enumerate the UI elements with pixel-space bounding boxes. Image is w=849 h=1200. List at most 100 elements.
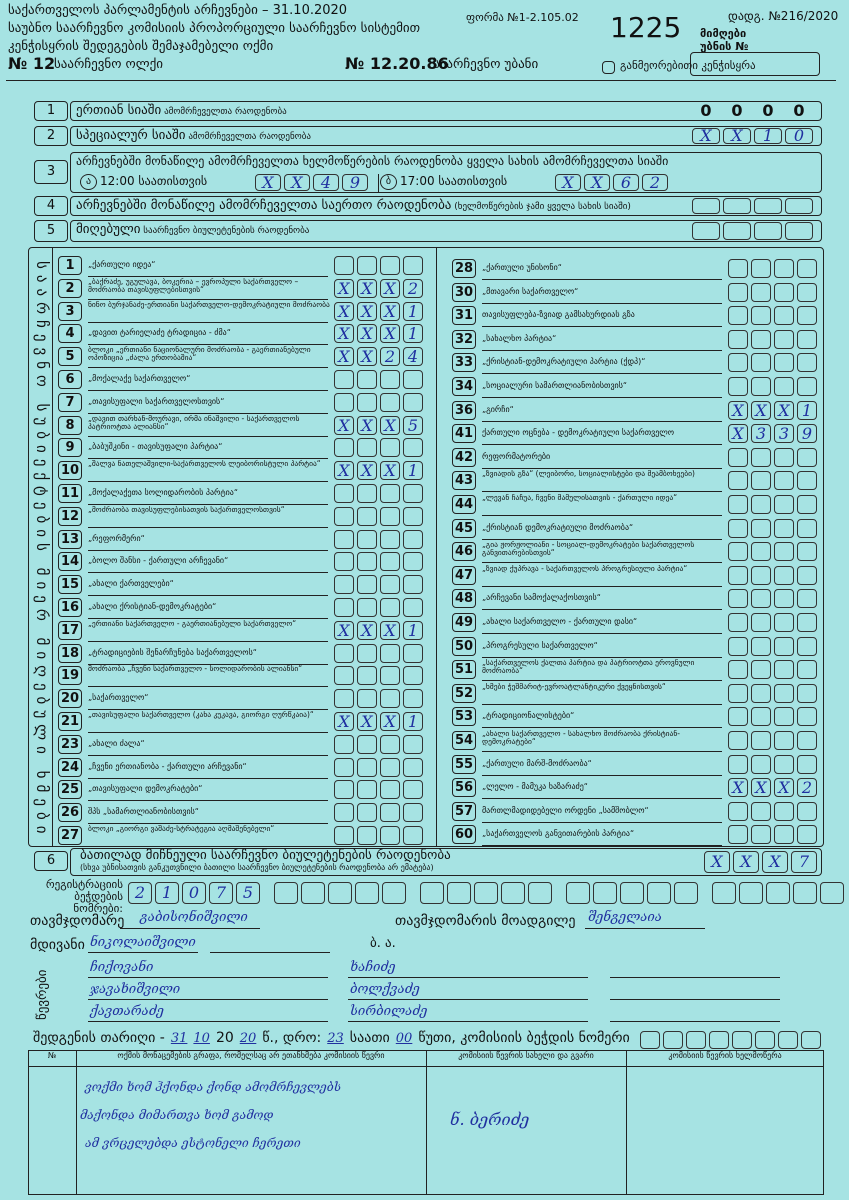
rule-line [88,800,328,802]
party-number: 3 [58,301,82,321]
empty-box [528,882,552,904]
empty-box [774,377,794,396]
empty-box [380,803,400,823]
vertical-label: საარჩევნო სუბიექტების მიერ მიღებული ხმებ… [33,260,51,840]
empty-box [751,613,771,632]
empty-box [774,282,794,302]
rule-line [482,680,722,682]
decree-number: დადგ. №216/2020 [728,9,839,23]
empty-box [797,447,817,467]
empty-box [728,731,748,750]
row-label-main: არჩევნებში მონაწილე ამომრჩეველთა საერთო … [76,198,452,213]
rule-line [482,420,722,422]
rule-line [378,174,379,192]
party-number: 17 [58,620,82,640]
rule-line [88,276,328,277]
checkbox[interactable] [602,61,615,74]
party-name: „ტრადიციონალისტები“ [482,711,575,721]
empty-box [751,660,771,680]
row-label-sub: ამომრჩეველთა რაოდენობა [185,132,311,142]
empty-box [692,222,720,240]
row-frame [70,848,822,876]
digit-box: X [334,415,354,435]
empty-box [674,882,698,904]
party-name: „ზვიადის გზა“ (ლეიბორი, სოციალისტები და … [482,469,695,479]
digit-box: X [380,620,400,640]
empty-box [801,1031,821,1049]
party-name: „სოციალური სამართლიანობისთვის“ [482,381,628,390]
digit-box: X [774,778,794,798]
row-label-sub: ამომრჩეველთა რაოდენობა [161,107,287,117]
empty-box [380,666,400,686]
rule-line [88,344,328,346]
empty-box [728,495,748,514]
party-number: 60 [452,825,476,845]
party-number: 42 [452,447,476,467]
row-frame [70,152,822,193]
empty-box [728,589,748,609]
empty-box [403,506,423,526]
title-line: კენჭისყრის შედეგების შემაჯამებელი ოქმი [8,39,274,54]
party-name: „თავისუფალი საქართველოსთვის“ [88,396,225,406]
party-number: 44 [452,495,476,514]
row-frame [70,196,822,216]
party-number: 41 [452,424,476,444]
party-name: ნინო ბურჯანაძე-ერთიანი საქართველო-დემოკრ… [88,299,330,309]
party-name: „ახალი ქრისტიან-დემოკრატები“ [88,602,217,611]
digit-box: X [704,851,730,873]
empty-box [334,256,354,275]
party-name: „საქართველოს განვითარების პარტია“ [482,829,635,839]
seals-label: რეგისტრაციის ბეჭდების ნომრები: [45,878,123,916]
party-number: 33 [452,353,476,373]
party-name: „ერთიანი საქართველო - გაერთიანებული საქა… [88,618,297,628]
rule-line [52,247,53,847]
empty-box [797,565,817,585]
party-number: 27 [58,826,82,845]
empty-box [774,683,794,703]
party-number: 14 [58,552,82,572]
digit-box: X [380,301,400,321]
empty-box [686,1031,706,1049]
empty-box [403,734,423,754]
party-number: 28 [452,259,476,278]
empty-box [403,803,423,823]
rule-line [482,279,722,280]
empty-box [380,826,400,845]
empty-box [774,495,794,514]
empty-box [751,471,771,491]
row-label-sub: საარჩევნო ბიულეტენების რაოდენობა [140,226,310,236]
digit-box: X [255,174,281,191]
empty-box [751,707,771,727]
table-header: კომისიის წევრის ხელმოწერა [668,1051,782,1060]
digit-box: X [728,424,748,444]
empty-box [797,471,817,491]
party-name: ბლოკი „გიორგი ვაშაძე-სტრატეგია აღმაშენებ… [88,824,275,833]
digit-box: 6 [613,174,639,191]
empty-box [774,259,794,278]
rule-line [348,1021,588,1022]
party-name: „მოქალაქე საქართველო“ [88,374,191,383]
digit-box: X [357,415,377,435]
empty-box [357,826,377,845]
rule-line [88,663,328,665]
empty-box [774,660,794,680]
date-part: 00 [395,1031,413,1046]
empty-box [774,731,794,750]
party-number: 26 [58,803,82,823]
digit-box: X [357,301,377,321]
party-number: 15 [58,575,82,595]
revote-label: განმეორებითი კენჭისყრა [620,59,756,72]
party-number: 53 [452,707,476,727]
date-part: წ., დრო: [262,1030,322,1046]
rule-line [585,928,705,929]
empty-box [380,529,400,549]
empty-box [751,731,771,750]
row-frame [70,220,822,242]
row-label: სპეციალურ სიაში ამომრჩეველთა რაოდენობა [76,128,311,144]
rule-line [436,247,437,847]
party-name: მოძრაობა „ჩვენი საქართველო - სოლიდარობის… [88,664,303,674]
empty-box [357,734,377,754]
digit-box: X [380,415,400,435]
empty-box [334,734,354,754]
empty-box [712,882,736,904]
